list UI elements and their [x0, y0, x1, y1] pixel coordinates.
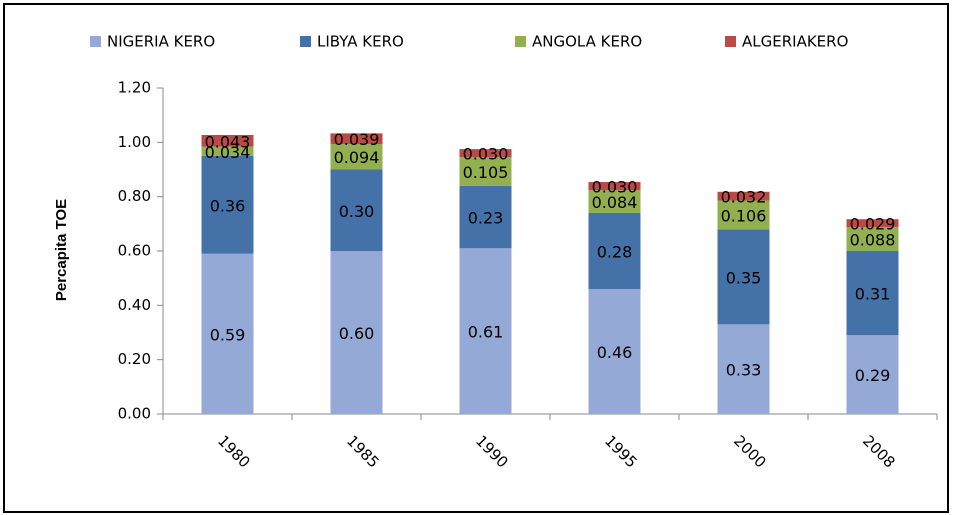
bar-segment	[717, 200, 770, 230]
data-label: 0.60	[339, 324, 375, 343]
bar-segment	[588, 181, 641, 191]
legend-label: NIGERIA KERO	[107, 33, 215, 51]
legend-label: LIBYA KERO	[317, 33, 404, 51]
y-tick-label: 0.20	[118, 350, 151, 368]
y-tick-label: 0.00	[118, 405, 151, 423]
bar-segment	[459, 149, 512, 158]
data-label: 0.31	[855, 285, 891, 304]
bar-segment	[330, 133, 383, 144]
data-label: 0.094	[334, 148, 380, 167]
bar-segment	[588, 190, 641, 213]
data-label: 0.59	[210, 325, 246, 344]
bar-segment	[459, 185, 512, 249]
bar-segment	[588, 289, 641, 414]
data-label: 0.29	[855, 366, 891, 385]
data-label: 0.039	[334, 130, 380, 149]
data-label: 0.043	[205, 132, 251, 151]
bar-segment	[846, 335, 899, 414]
y-tick-label: 1.20	[118, 79, 151, 97]
data-label: 0.23	[468, 209, 504, 228]
y-tick-label: 0.80	[118, 187, 151, 205]
data-label: 0.088	[850, 231, 896, 250]
bar-segment	[846, 227, 899, 251]
data-label: 0.034	[205, 143, 251, 162]
bar-segment	[588, 212, 641, 290]
legend-swatch	[300, 36, 311, 47]
y-tick-label: 1.00	[118, 133, 151, 151]
bar-segment	[201, 155, 254, 254]
bar-segment	[201, 146, 254, 156]
legend-swatch	[515, 36, 526, 47]
y-tick-label: 0.40	[118, 296, 151, 314]
data-label: 0.030	[463, 145, 509, 164]
legend-label: ANGOLA KERO	[532, 33, 642, 51]
legend-label: ALGERIAKERO	[742, 33, 848, 51]
bar-segment	[717, 229, 770, 325]
data-label: 0.28	[597, 243, 633, 262]
legend-swatch	[90, 36, 101, 47]
bar-segment	[330, 143, 383, 170]
bar-segment	[201, 253, 254, 414]
bar-segment	[846, 251, 899, 336]
data-label: 0.030	[592, 178, 638, 197]
bar-segment	[717, 324, 770, 414]
data-label: 0.36	[210, 196, 246, 215]
y-tick-label: 0.60	[118, 242, 151, 260]
data-label: 0.30	[339, 202, 375, 221]
data-label: 0.61	[468, 323, 504, 342]
data-label: 0.46	[597, 343, 633, 362]
data-label: 0.029	[850, 215, 896, 234]
data-label: 0.106	[721, 206, 767, 225]
data-label: 0.35	[726, 268, 762, 287]
data-label: 0.032	[721, 188, 767, 207]
data-label: 0.105	[463, 163, 509, 182]
bar-segment	[846, 219, 899, 228]
bar-segment	[201, 134, 254, 147]
bar-segment	[717, 191, 770, 201]
legend-swatch	[725, 36, 736, 47]
data-label: 0.084	[592, 193, 638, 212]
bar-segment	[459, 248, 512, 414]
y-axis-title: Percapita TOE	[53, 199, 70, 301]
data-label: 0.33	[726, 361, 762, 380]
bar-segment	[330, 169, 383, 251]
bar-segment	[459, 157, 512, 186]
bar-segment	[330, 251, 383, 414]
